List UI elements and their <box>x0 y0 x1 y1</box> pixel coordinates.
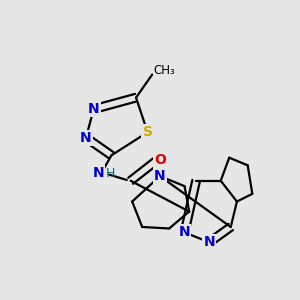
Text: N: N <box>203 236 215 249</box>
Text: H: H <box>106 167 116 180</box>
Text: N: N <box>179 225 190 239</box>
Text: N: N <box>92 166 104 180</box>
Text: N: N <box>154 169 166 183</box>
Text: N: N <box>88 102 100 116</box>
Text: CH₃: CH₃ <box>154 64 176 77</box>
Text: O: O <box>154 153 166 167</box>
Text: S: S <box>142 125 153 139</box>
Text: N: N <box>80 130 92 145</box>
